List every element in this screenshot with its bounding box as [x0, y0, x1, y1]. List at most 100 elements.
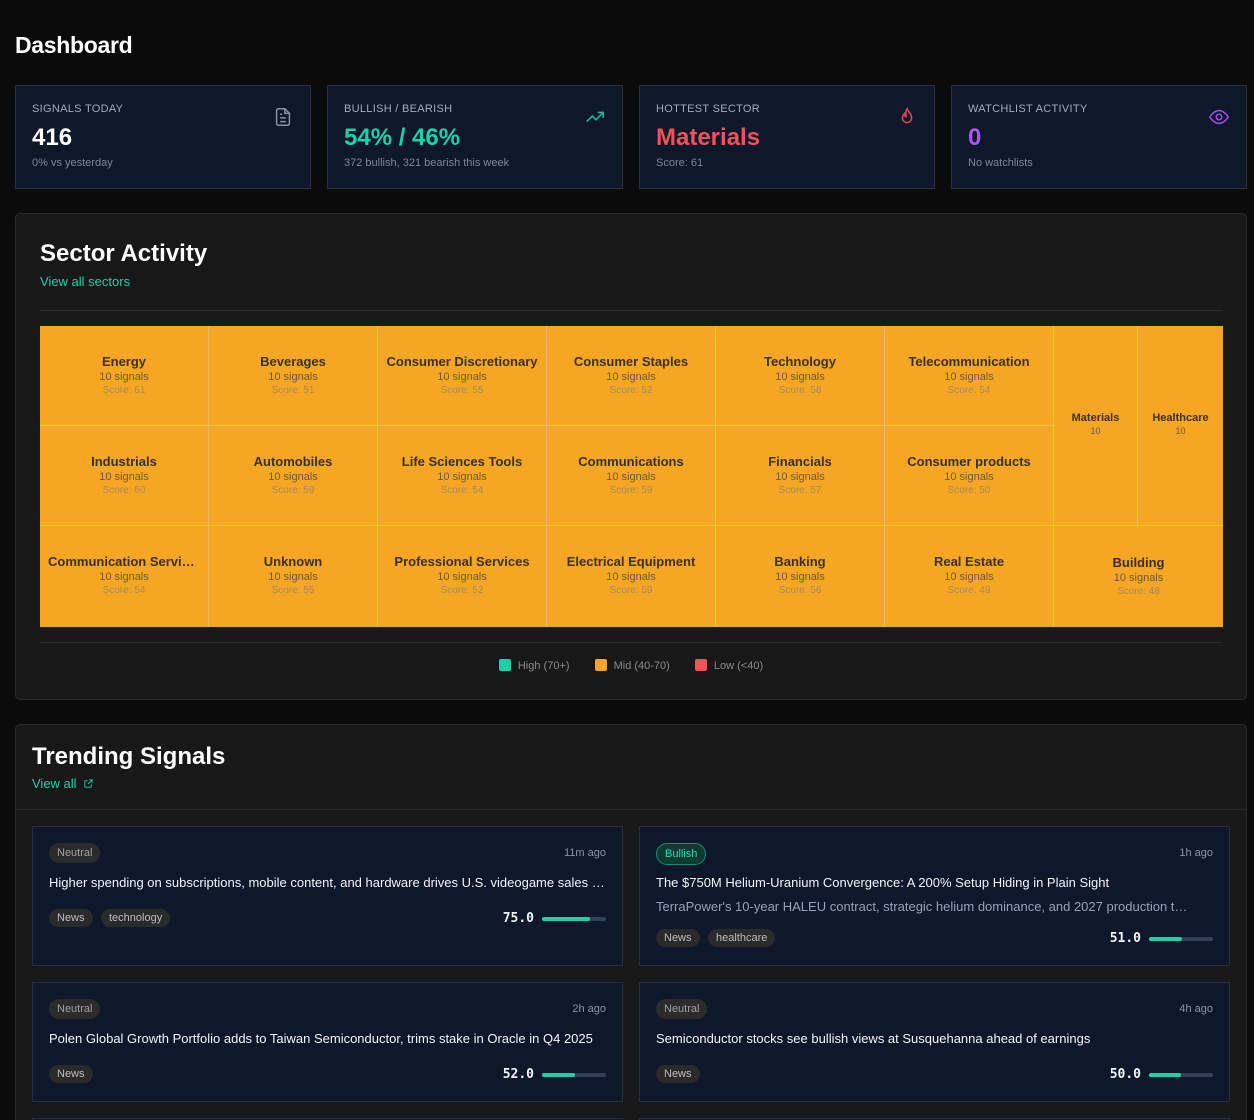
- sector-cell-life-sciences-tools[interactable]: Life Sciences Tools 10 signals Score: 54: [378, 426, 547, 526]
- sector-cell-consumer-staples[interactable]: Consumer Staples 10 signals Score: 52: [547, 326, 716, 426]
- stat-card-signals-today: SIGNALS TODAY 416 0% vs yesterday: [15, 85, 311, 189]
- tag[interactable]: technology: [101, 909, 171, 927]
- sector-score: Score: 49: [947, 585, 991, 596]
- sector-cell-energy[interactable]: Energy 10 signals Score: 61: [40, 326, 209, 426]
- sector-signals: 10 signals: [775, 371, 825, 383]
- tag[interactable]: healthcare: [708, 929, 776, 947]
- tag[interactable]: News: [49, 1065, 93, 1083]
- signal-headline[interactable]: Higher spending on subscriptions, mobile…: [49, 875, 606, 890]
- sector-name: Industrials: [91, 454, 157, 469]
- sector-cell-professional-services[interactable]: Professional Services 10 signals Score: …: [378, 526, 547, 627]
- sector-cell-consumer-products[interactable]: Consumer products 10 signals Score: 50: [885, 426, 1054, 526]
- signal-card[interactable]: [32, 1118, 623, 1120]
- sector-signals: 10 signals: [944, 471, 994, 483]
- signal-headline[interactable]: The $750M Helium-Uranium Convergence: A …: [656, 875, 1110, 890]
- stat-label: BULLISH / BEARISH: [344, 103, 453, 115]
- legend-label: Mid (40-70): [613, 660, 670, 672]
- sector-name: Telecommunication: [908, 354, 1030, 369]
- sector-signals: 10 signals: [437, 471, 487, 483]
- stat-sub: No watchlists: [968, 157, 1033, 169]
- stat-label: WATCHLIST ACTIVITY: [968, 103, 1088, 115]
- sector-score: Score: 59: [609, 585, 653, 596]
- sector-name: Real Estate: [933, 554, 1005, 569]
- view-all-label: View all: [32, 776, 77, 791]
- tag[interactable]: News: [49, 909, 93, 927]
- signal-card[interactable]: [639, 1118, 1230, 1120]
- score-bar-fill: [542, 917, 590, 921]
- sector-score: Score: 61: [102, 385, 146, 396]
- signal-card[interactable]: Neutral 11m ago Higher spending on subsc…: [32, 826, 623, 966]
- view-all-sectors-link[interactable]: View all sectors: [40, 274, 131, 289]
- sector-name: Beverages: [260, 354, 326, 369]
- legend-swatch: [594, 659, 607, 671]
- sector-score: Score: 51: [271, 385, 315, 396]
- sector-signals: 10: [1090, 426, 1101, 436]
- sector-name: Materials: [1071, 412, 1120, 424]
- sector-name: Automobiles: [253, 454, 333, 469]
- sector-name: Electrical Equipment: [566, 554, 696, 569]
- signal-card[interactable]: Neutral 4h ago Semiconductor stocks see …: [639, 982, 1230, 1102]
- sector-cell-communication-services[interactable]: Communication Services 10 signals Score:…: [40, 526, 209, 627]
- sector-score: Score: 59: [271, 485, 315, 496]
- sector-name: Energy: [101, 354, 147, 369]
- sector-legend: High (70+) Mid (40-70) Low (<40): [16, 659, 1246, 672]
- signal-score: 51.0: [1109, 931, 1141, 946]
- sector-cell-materials[interactable]: Materials 10: [1054, 326, 1138, 526]
- sector-cell-unknown[interactable]: Unknown 10 signals Score: 55: [209, 526, 378, 627]
- trending-signals-panel: Trending Signals View all Neutral 11m ag…: [15, 724, 1247, 1120]
- sector-score: Score: 50: [947, 485, 991, 496]
- sentiment-badge: Bullish: [656, 843, 707, 865]
- sector-signals: 10 signals: [268, 371, 318, 383]
- sector-cell-consumer-discretionary[interactable]: Consumer Discretionary 10 signals Score:…: [378, 326, 547, 426]
- sector-cell-real-estate[interactable]: Real Estate 10 signals Score: 49: [885, 526, 1054, 627]
- divider: [16, 809, 1246, 810]
- signal-summary: TerraPower's 10-year HALEU contract, str…: [656, 899, 1189, 914]
- tag[interactable]: News: [656, 929, 700, 947]
- tag[interactable]: News: [656, 1065, 700, 1083]
- stat-value: 416: [32, 124, 73, 151]
- stat-value: Materials: [656, 124, 761, 151]
- stat-label: SIGNALS TODAY: [32, 103, 124, 115]
- signal-card[interactable]: Bullish 1h ago The $750M Helium-Uranium …: [639, 826, 1230, 966]
- sector-activity-panel: Sector Activity View all sectors Energy …: [15, 213, 1247, 700]
- divider: [40, 642, 1222, 643]
- sector-signals: 10 signals: [99, 371, 149, 383]
- sector-cell-building[interactable]: Building 10 signals Score: 48: [1054, 526, 1223, 627]
- sector-signals: 10 signals: [268, 571, 318, 583]
- signal-card[interactable]: Neutral 2h ago Polen Global Growth Portf…: [32, 982, 623, 1102]
- sector-name: Banking: [774, 554, 826, 569]
- stat-sub: 0% vs yesterday: [32, 157, 113, 169]
- signal-score: 52.0: [502, 1067, 534, 1082]
- view-all-link[interactable]: View all: [32, 776, 94, 791]
- sentiment-badge: Neutral: [656, 999, 708, 1019]
- sector-cell-healthcare[interactable]: Healthcare 10: [1138, 326, 1223, 526]
- sector-cell-technology[interactable]: Technology 10 signals Score: 58: [716, 326, 885, 426]
- sector-cell-electrical-equipment[interactable]: Electrical Equipment 10 signals Score: 5…: [547, 526, 716, 627]
- sector-cell-industrials[interactable]: Industrials 10 signals Score: 60: [40, 426, 209, 526]
- signal-headline[interactable]: Polen Global Growth Portfolio adds to Ta…: [49, 1031, 593, 1046]
- sector-cell-automobiles[interactable]: Automobiles 10 signals Score: 59: [209, 426, 378, 526]
- sector-score: Score: 54: [102, 585, 146, 596]
- timestamp: 2h ago: [572, 1003, 606, 1015]
- sector-cell-banking[interactable]: Banking 10 signals Score: 56: [716, 526, 885, 627]
- sector-cell-telecommunication[interactable]: Telecommunication 10 signals Score: 54: [885, 326, 1054, 426]
- tag-list: News: [49, 1065, 349, 1085]
- sector-cell-financials[interactable]: Financials 10 signals Score: 57: [716, 426, 885, 526]
- divider: [40, 310, 1222, 311]
- sector-name: Consumer Staples: [573, 354, 689, 369]
- sector-signals: 10: [1175, 426, 1186, 436]
- score-bar: [542, 1073, 606, 1077]
- stat-card-bullish-bearish: BULLISH / BEARISH 54% / 46% 372 bullish,…: [327, 85, 623, 189]
- signal-headline[interactable]: Semiconductor stocks see bullish views a…: [656, 1031, 1091, 1046]
- sector-cell-beverages[interactable]: Beverages 10 signals Score: 51: [209, 326, 378, 426]
- stat-sub: Score: 61: [656, 157, 704, 169]
- sector-score: Score: 55: [440, 385, 484, 396]
- sector-signals: 10 signals: [944, 371, 994, 383]
- sector-name: Unknown: [263, 554, 323, 569]
- sector-signals: 10 signals: [437, 371, 487, 383]
- sector-signals: 10 signals: [437, 571, 487, 583]
- sector-cell-communications[interactable]: Communications 10 signals Score: 59: [547, 426, 716, 526]
- sector-score: Score: 60: [102, 485, 146, 496]
- signal-score: 75.0: [502, 911, 534, 926]
- stat-sub: 372 bullish, 321 bearish this week: [344, 157, 510, 169]
